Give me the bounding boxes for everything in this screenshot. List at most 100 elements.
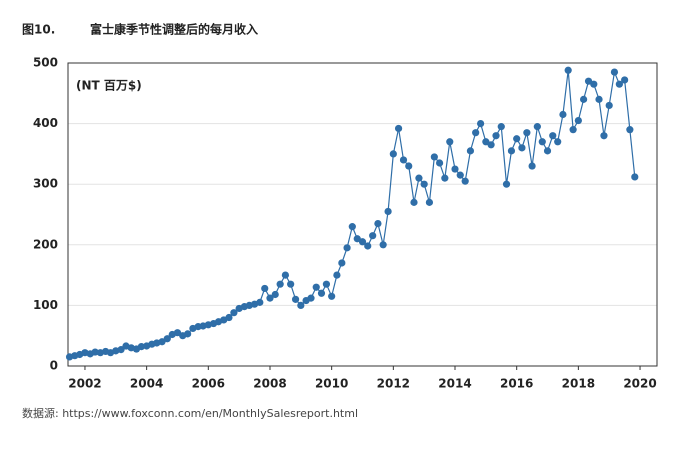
data-point (117, 346, 125, 354)
data-point (595, 95, 603, 103)
data-point (415, 174, 423, 182)
data-point (631, 173, 639, 181)
data-point (333, 271, 341, 279)
data-point (523, 129, 531, 137)
x-tick-label: 2010 (315, 377, 348, 391)
y-tick-label: 0 (50, 359, 58, 373)
x-tick-label: 2020 (623, 377, 656, 391)
data-point (580, 95, 588, 103)
data-point (605, 101, 613, 110)
data-point (405, 162, 413, 170)
plot-frame (67, 62, 658, 367)
data-point (533, 123, 541, 131)
data-point (543, 147, 552, 155)
data-point (163, 335, 171, 343)
data-point (261, 284, 269, 293)
data-point (590, 80, 598, 88)
y-tick-label: 100 (33, 298, 58, 312)
data-point (353, 235, 361, 243)
data-point (420, 180, 428, 188)
data-point (435, 159, 444, 167)
data-point (477, 120, 485, 128)
data-point (461, 177, 469, 185)
data-point (559, 110, 567, 119)
annotation: (NT 百万$) (76, 79, 142, 93)
data-point (492, 132, 500, 140)
data-point (482, 138, 490, 146)
x-tick-label: 2004 (130, 377, 163, 391)
x-tick-label: 2008 (253, 377, 286, 391)
data-point (287, 280, 295, 288)
data-point (451, 165, 459, 173)
data-point (528, 162, 536, 170)
data-point (271, 290, 279, 299)
data-point (173, 329, 182, 337)
data-point (549, 132, 557, 140)
data-point (394, 124, 403, 133)
data-point (369, 232, 377, 240)
data-point (343, 244, 351, 252)
x-tick-label: 2002 (68, 377, 101, 391)
data-point (472, 129, 480, 137)
data-point (626, 126, 634, 134)
chart-title: 富士康季节性调整后的每月收入 (90, 22, 258, 37)
data-point (507, 147, 516, 155)
data-point (379, 241, 387, 249)
data-point (584, 77, 593, 85)
data-point (518, 144, 526, 152)
data-point (425, 198, 434, 206)
y-tick-label: 300 (33, 177, 58, 191)
x-tick-label: 2014 (438, 377, 471, 391)
x-tick-label: 2006 (192, 377, 225, 391)
data-point (276, 280, 284, 288)
data-point (358, 238, 367, 246)
data-point (389, 150, 397, 158)
data-point (600, 132, 608, 140)
data-point (456, 171, 464, 179)
data-point (338, 259, 346, 267)
source: 数据源: https://www.foxconn.com/en/MonthlyS… (22, 406, 358, 420)
data-point (230, 309, 238, 317)
data-point (564, 66, 572, 74)
data-point (399, 156, 408, 164)
figure-label: 图10. (22, 23, 55, 37)
data-point (384, 207, 392, 216)
data-point (328, 292, 336, 300)
y-tick-label: 400 (33, 116, 58, 130)
data-point (430, 153, 438, 161)
data-point (497, 123, 505, 131)
y-tick-label: 500 (33, 56, 58, 70)
x-tick-label: 2016 (500, 377, 533, 391)
data-point (307, 294, 315, 302)
data-point (348, 223, 356, 231)
x-tick-label: 2018 (562, 377, 595, 391)
y-tick-label: 200 (33, 237, 58, 251)
data-point (615, 80, 623, 88)
x-tick-label: 2012 (377, 377, 410, 391)
data-point (441, 174, 449, 182)
data-point (574, 116, 582, 125)
data-point (466, 147, 475, 155)
data-point (256, 298, 264, 306)
data-point (281, 271, 290, 279)
data-point (291, 295, 300, 303)
data-point (297, 301, 305, 309)
data-point (487, 141, 495, 149)
data-point (554, 138, 562, 146)
data-point (225, 313, 233, 322)
data-point (610, 68, 619, 76)
series-line (69, 69, 636, 358)
data-point (266, 294, 274, 302)
data-point (184, 330, 192, 338)
data-point (158, 338, 166, 346)
data-point (317, 289, 326, 297)
data-point (538, 138, 546, 146)
data-point (364, 242, 372, 250)
data-point (374, 219, 382, 228)
data-point (446, 138, 454, 146)
data-point (621, 76, 629, 84)
data-point (91, 348, 99, 356)
data-point (513, 135, 521, 143)
data-point (322, 280, 331, 288)
data-point (312, 283, 320, 291)
